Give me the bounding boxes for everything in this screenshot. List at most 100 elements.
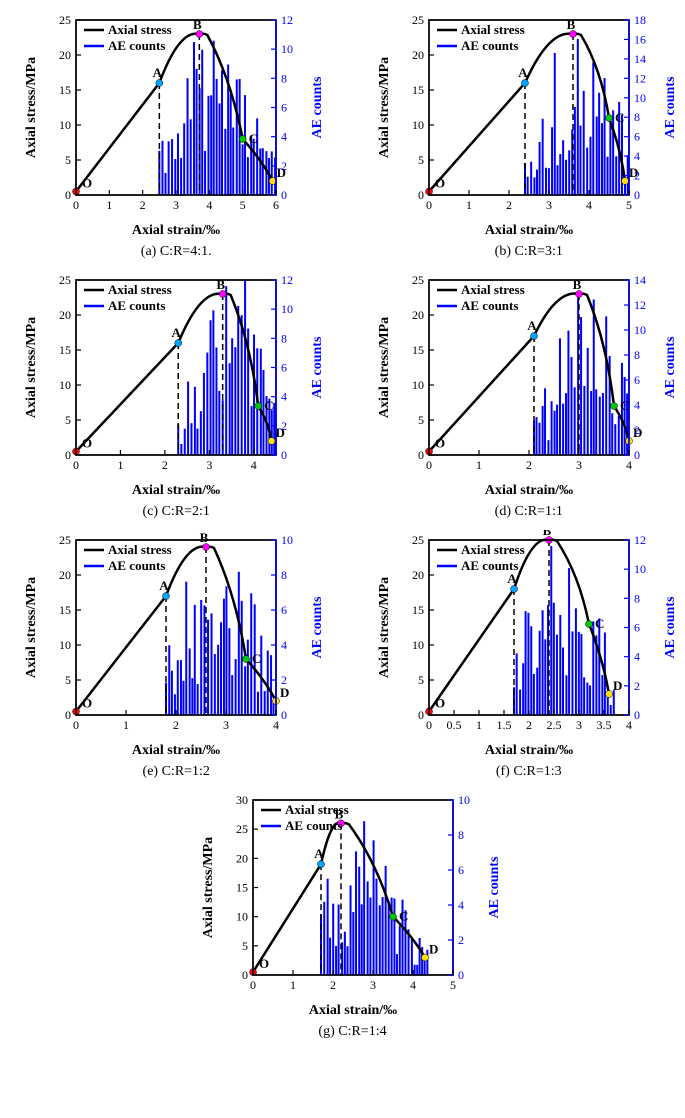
- svg-text:O: O: [82, 696, 92, 711]
- svg-text:AE counts: AE counts: [108, 558, 165, 573]
- svg-text:15: 15: [59, 83, 71, 97]
- svg-text:O: O: [435, 436, 445, 451]
- svg-text:Axial strain/‰: Axial strain/‰: [132, 743, 220, 758]
- svg-text:5: 5: [626, 198, 632, 212]
- svg-text:Axial stress: Axial stress: [108, 282, 172, 297]
- svg-text:0: 0: [634, 708, 640, 722]
- svg-text:5: 5: [418, 673, 424, 687]
- svg-text:AE counts: AE counts: [285, 818, 342, 833]
- svg-text:15: 15: [236, 881, 248, 895]
- svg-text:1: 1: [290, 978, 296, 992]
- svg-text:1: 1: [118, 458, 124, 472]
- svg-text:Axial stress: Axial stress: [461, 22, 525, 37]
- svg-text:15: 15: [59, 343, 71, 357]
- svg-text:Axial stress/MPa: Axial stress/MPa: [377, 317, 392, 418]
- svg-text:AE counts: AE counts: [108, 38, 165, 53]
- svg-text:25: 25: [236, 822, 248, 836]
- cell-a: OABCD01234560510152025024681012Axial str…: [10, 10, 343, 260]
- svg-text:8: 8: [634, 348, 640, 362]
- svg-text:12: 12: [634, 533, 646, 547]
- svg-text:Axial strain/‰: Axial strain/‰: [132, 223, 220, 238]
- svg-text:5: 5: [450, 978, 456, 992]
- svg-text:2: 2: [173, 718, 179, 732]
- svg-text:O: O: [435, 696, 445, 711]
- svg-text:2: 2: [634, 679, 640, 693]
- svg-text:2: 2: [526, 458, 532, 472]
- svg-text:6: 6: [281, 101, 287, 115]
- svg-text:14: 14: [634, 273, 646, 287]
- svg-text:10: 10: [634, 91, 646, 105]
- svg-text:Axial stress: Axial stress: [108, 542, 172, 557]
- svg-text:16: 16: [634, 32, 646, 46]
- svg-text:2: 2: [634, 169, 640, 183]
- svg-text:4: 4: [626, 718, 632, 732]
- svg-text:AE counts: AE counts: [461, 38, 518, 53]
- svg-text:0: 0: [73, 458, 79, 472]
- svg-text:0: 0: [426, 458, 432, 472]
- svg-text:C: C: [249, 131, 258, 146]
- svg-text:10: 10: [412, 638, 424, 652]
- svg-text:25: 25: [59, 533, 71, 547]
- svg-text:8: 8: [281, 71, 287, 85]
- svg-text:0: 0: [281, 188, 287, 202]
- svg-text:0: 0: [418, 188, 424, 202]
- svg-text:5: 5: [240, 198, 246, 212]
- svg-text:2: 2: [281, 419, 287, 433]
- svg-text:AE counts: AE counts: [487, 856, 502, 918]
- svg-text:0: 0: [426, 198, 432, 212]
- svg-text:C: C: [252, 651, 261, 666]
- cell-g: OABCD0123450510152025300246810Axial stra…: [10, 790, 685, 1040]
- svg-text:Axial stress: Axial stress: [461, 542, 525, 557]
- svg-text:12: 12: [281, 273, 293, 287]
- svg-text:5: 5: [65, 153, 71, 167]
- svg-text:1: 1: [107, 198, 113, 212]
- svg-text:18: 18: [634, 13, 646, 27]
- svg-text:3: 3: [173, 198, 179, 212]
- svg-text:6: 6: [634, 130, 640, 144]
- svg-text:20: 20: [59, 308, 71, 322]
- svg-text:AE counts: AE counts: [663, 336, 678, 398]
- svg-text:Axial stress/MPa: Axial stress/MPa: [24, 317, 39, 418]
- svg-text:6: 6: [273, 198, 279, 212]
- svg-text:Axial stress/MPa: Axial stress/MPa: [24, 577, 39, 678]
- cell-c: OABCD012340510152025024681012Axial strai…: [10, 270, 343, 520]
- cell-b: OABCD0123450510152025024681012141618Axia…: [363, 10, 685, 260]
- svg-text:Axial stress: Axial stress: [461, 282, 525, 297]
- svg-text:4: 4: [458, 898, 464, 912]
- svg-text:20: 20: [412, 48, 424, 62]
- svg-text:2: 2: [634, 423, 640, 437]
- svg-text:4: 4: [207, 198, 213, 212]
- svg-text:4: 4: [634, 650, 640, 664]
- svg-text:20: 20: [412, 308, 424, 322]
- svg-text:2: 2: [281, 673, 287, 687]
- svg-text:1: 1: [476, 718, 482, 732]
- svg-text:25: 25: [412, 13, 424, 27]
- svg-text:10: 10: [59, 378, 71, 392]
- svg-text:A: A: [172, 325, 182, 340]
- svg-text:0: 0: [281, 448, 287, 462]
- svg-text:4: 4: [634, 398, 640, 412]
- svg-text:2: 2: [140, 198, 146, 212]
- svg-text:0: 0: [73, 198, 79, 212]
- svg-text:12: 12: [281, 13, 293, 27]
- svg-text:C: C: [264, 398, 273, 413]
- svg-text:15: 15: [59, 603, 71, 617]
- svg-text:3.5: 3.5: [596, 718, 611, 732]
- svg-text:0: 0: [458, 968, 464, 982]
- svg-text:A: A: [160, 578, 170, 593]
- svg-text:4: 4: [634, 149, 640, 163]
- svg-text:20: 20: [412, 568, 424, 582]
- svg-text:6: 6: [634, 373, 640, 387]
- caption-b: (b) C:R=3:1: [495, 244, 563, 260]
- caption-f: (f) C:R=1:3: [496, 764, 562, 780]
- svg-text:10: 10: [281, 302, 293, 316]
- svg-text:4: 4: [410, 978, 416, 992]
- svg-text:0: 0: [65, 448, 71, 462]
- svg-text:6: 6: [458, 863, 464, 877]
- svg-text:0: 0: [73, 718, 79, 732]
- svg-text:Axial stress: Axial stress: [108, 22, 172, 37]
- svg-text:1: 1: [123, 718, 129, 732]
- svg-text:20: 20: [59, 48, 71, 62]
- svg-text:4: 4: [273, 718, 279, 732]
- svg-text:3: 3: [223, 718, 229, 732]
